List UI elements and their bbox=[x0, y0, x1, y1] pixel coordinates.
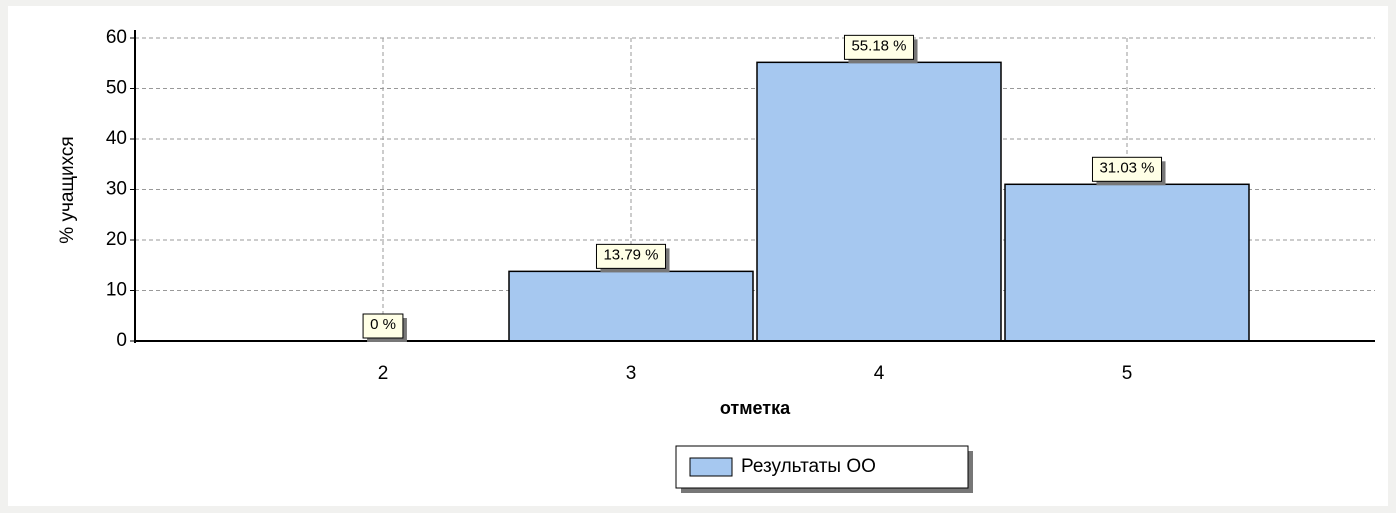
value-label-box bbox=[1091, 156, 1163, 182]
value-label-box bbox=[362, 313, 404, 339]
value-label-box bbox=[595, 243, 667, 269]
y-tick-label: 50 bbox=[106, 78, 127, 99]
y-tick-label: 40 bbox=[106, 128, 127, 149]
value-label: 0 % bbox=[370, 316, 396, 333]
y-tick-label: 20 bbox=[106, 229, 127, 250]
y-tick-label: 60 bbox=[106, 27, 127, 48]
x-tick-label: 3 bbox=[626, 363, 637, 384]
legend-label: Результаты ОО bbox=[741, 456, 876, 477]
y-tick-label: 30 bbox=[106, 179, 127, 200]
legend-swatch bbox=[689, 457, 733, 477]
bar bbox=[756, 61, 1002, 342]
x-tick-label: 5 bbox=[1122, 363, 1133, 384]
value-label: 13.79 % bbox=[603, 246, 658, 263]
x-tick-label: 2 bbox=[378, 363, 389, 384]
value-label-box bbox=[843, 34, 915, 60]
value-label: 55.18 % bbox=[851, 37, 906, 54]
bar bbox=[508, 270, 754, 342]
value-label: 31.03 % bbox=[1099, 159, 1154, 176]
y-tick-label: 10 bbox=[106, 280, 127, 301]
y-axis-label: % учащихся bbox=[57, 136, 78, 243]
x-tick-label: 4 bbox=[874, 363, 885, 384]
y-tick-label: 0 bbox=[116, 330, 127, 351]
x-axis-label: отметка bbox=[720, 398, 791, 418]
bar bbox=[1004, 183, 1250, 342]
